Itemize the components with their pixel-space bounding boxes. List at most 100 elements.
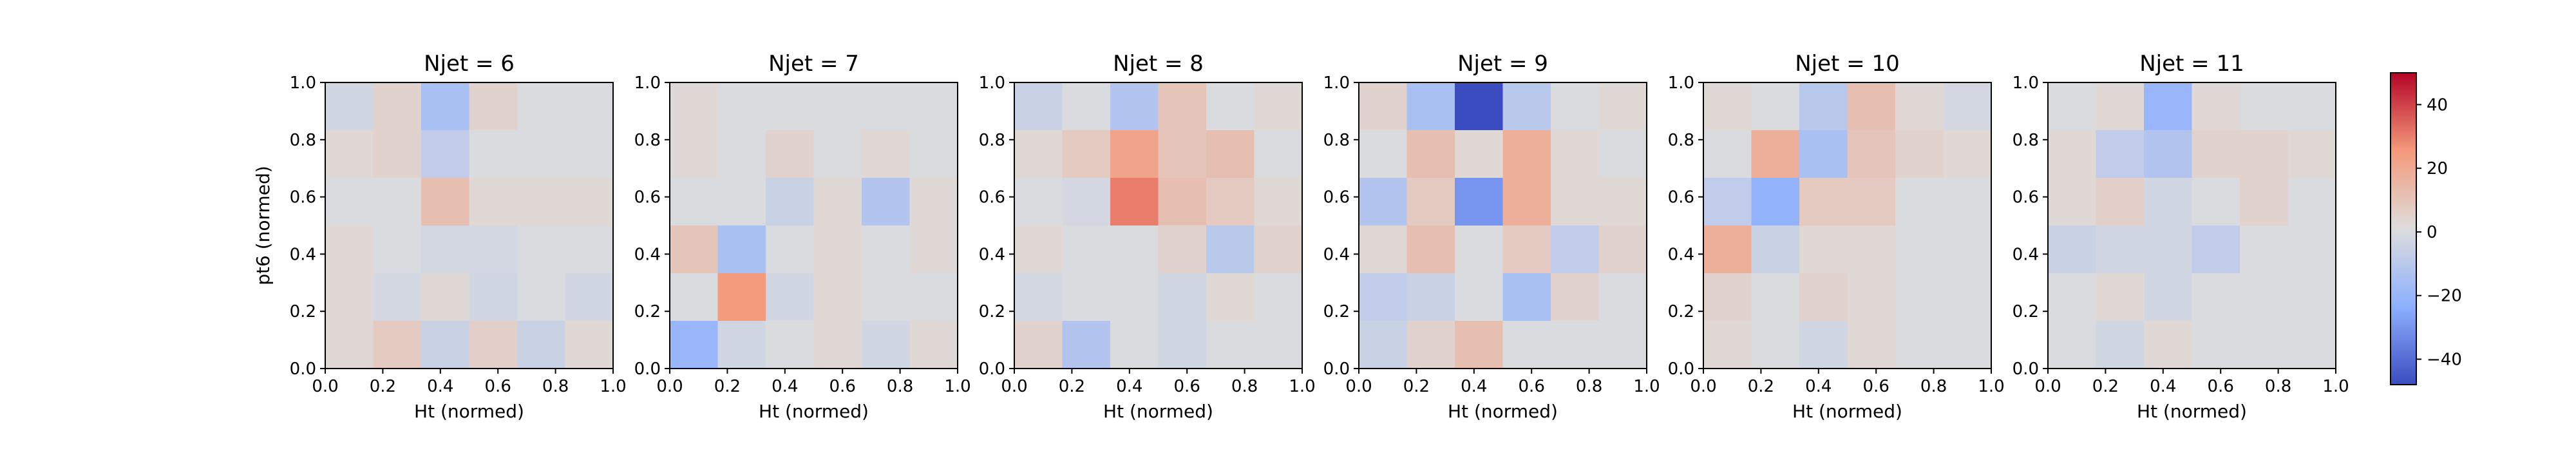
y-tick-label: 0.0 (1668, 360, 1694, 379)
heatmap-cell (1206, 130, 1255, 178)
heatmap-cell (1703, 321, 1752, 369)
x-tick-label: 1.0 (1978, 377, 2004, 396)
y-tick-label: 0.4 (1323, 245, 1350, 264)
heatmap-cell (2240, 178, 2288, 226)
x-tick-label: 0.6 (2208, 377, 2234, 396)
heatmap-cell (1455, 178, 1503, 226)
heatmap-cell (1359, 130, 1407, 178)
x-tick-label: 0.4 (427, 377, 453, 396)
heatmap-cell (2096, 225, 2145, 274)
heatmap-cell (1062, 82, 1111, 131)
x-tick-label: 1.0 (2322, 377, 2349, 396)
x-tick-label: 0.2 (714, 377, 741, 396)
panel-title: Njet = 6 (424, 51, 515, 77)
heatmap-cell (2144, 321, 2192, 369)
heatmap-cell (2192, 225, 2240, 274)
heatmap-cell (1895, 321, 1944, 369)
heatmap-cell (421, 225, 469, 274)
heatmap-cell (1751, 273, 1800, 321)
heatmap-cell (1406, 225, 1455, 274)
heatmap-cell (1502, 82, 1551, 131)
heatmap-cell (1703, 225, 1752, 274)
heatmap-cell (325, 321, 374, 369)
heatmap-cell (862, 178, 910, 226)
heatmap-cell (1158, 130, 1207, 178)
heatmap-cell (766, 82, 814, 131)
colorbar-frame (2390, 72, 2417, 385)
heatmap-cell (1455, 130, 1503, 178)
heatmap-cell (1502, 178, 1551, 226)
heatmap-cell (1598, 178, 1647, 226)
y-tick-label: 0.6 (290, 188, 316, 207)
heatmap-cell (1014, 321, 1063, 369)
heatmap-cell (813, 82, 862, 131)
y-tick-label: 1.0 (2012, 73, 2039, 93)
heatmap-cell (670, 273, 718, 321)
heatmap-cell (1502, 225, 1551, 274)
y-tick-label: 0.2 (634, 302, 661, 321)
heatmap-cell (1551, 321, 1599, 369)
colorbar: −40 −20 0 20 40 (2390, 72, 2462, 385)
y-tick-label: 0.0 (2012, 360, 2039, 379)
heatmap-cell (1703, 178, 1752, 226)
y-tick-label: 0.2 (290, 302, 316, 321)
heatmap-cell (517, 82, 565, 131)
panel-frame (669, 82, 958, 369)
heatmap-cell (1359, 273, 1407, 321)
heatmap-cell (1598, 273, 1647, 321)
colorbar-ticks: −40 −20 0 20 40 (2416, 95, 2462, 369)
heatmap-cell (1455, 321, 1503, 369)
colorbar-tick-label: 0 (2427, 223, 2438, 242)
panel-title: Njet = 8 (1113, 51, 1204, 77)
x-tick-label: 0.4 (1116, 377, 1142, 396)
heatmap-cell (325, 130, 374, 178)
y-tick-label: 0.8 (1323, 131, 1350, 150)
y-tick-label: 0.2 (1323, 302, 1350, 321)
panel-frame (325, 82, 614, 369)
heatmap-cell (373, 178, 422, 226)
x-tick-label: 0.2 (2092, 377, 2119, 396)
heatmap-cell (373, 225, 422, 274)
x-tick-label: 0.2 (1748, 377, 1774, 396)
heatmap-cell (1799, 178, 1848, 226)
heatmap-cell (1703, 273, 1752, 321)
heatmap-cell (766, 321, 814, 369)
heatmap-cell (670, 225, 718, 274)
heatmap-cell (1158, 225, 1207, 274)
heatmap-cell (813, 178, 862, 226)
heatmap-cell (717, 225, 766, 274)
heatmap-cell (1062, 178, 1111, 226)
heatmap-cell (1847, 321, 1896, 369)
heatmap-cell (1206, 321, 1255, 369)
y-tick-label: 0.0 (1323, 360, 1350, 379)
x-tick-label: 0.0 (312, 377, 338, 396)
heatmap-cell (421, 321, 469, 369)
heatmap-cell (469, 178, 518, 226)
heatmap-cell (1799, 130, 1848, 178)
y-tick-label: 0.4 (290, 245, 316, 264)
heatmap-cell (1110, 178, 1159, 226)
y-tick-label: 0.8 (979, 131, 1005, 150)
heatmap-cell (1598, 225, 1647, 274)
heatmap-cell (2192, 130, 2240, 178)
y-tick-label: 0.4 (979, 245, 1005, 264)
heatmap-cell (813, 321, 862, 369)
heatmap-cell (421, 178, 469, 226)
heatmap-cell (2096, 321, 2145, 369)
y-tick-label: 0.8 (2012, 131, 2039, 150)
y-tick-label: 0.6 (1668, 188, 1694, 207)
heatmap-cell (813, 273, 862, 321)
heatmap-cell (1847, 130, 1896, 178)
panel-frame (1703, 82, 1992, 369)
x-tick-label: 0.6 (485, 377, 511, 396)
heatmap-cell (2287, 273, 2336, 321)
y-tick-label: 1.0 (979, 73, 1005, 93)
heatmap-cell (2287, 178, 2336, 226)
heatmap-cell (325, 225, 374, 274)
y-axis-label-group: pt6 (normed) (252, 166, 274, 285)
heatmap-cell (325, 82, 374, 131)
heatmap-cell (862, 225, 910, 274)
heatmap-cell (1110, 273, 1159, 321)
heatmap-cell (1799, 82, 1848, 131)
x-tick-label: 1.0 (600, 377, 626, 396)
